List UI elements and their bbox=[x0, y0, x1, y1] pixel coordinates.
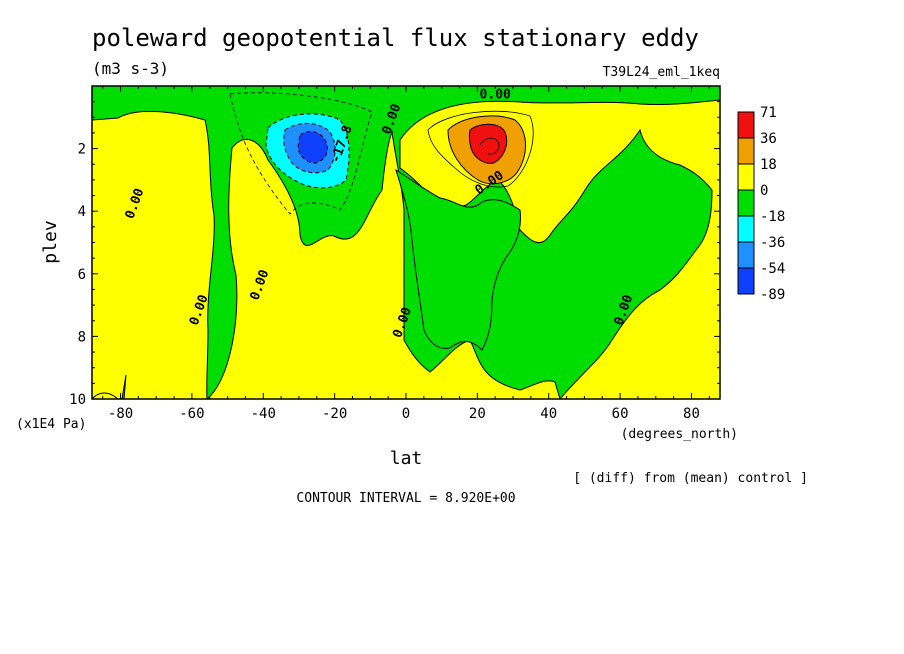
colorbar-label: -18 bbox=[760, 209, 785, 225]
colorbar: 71 36 18 0 -18 -36 -54 -89 bbox=[737, 105, 785, 303]
y-axis: 2 4 6 8 10 bbox=[69, 101, 720, 408]
y-tick-label: 4 bbox=[78, 204, 86, 220]
y-tick-label: 2 bbox=[78, 142, 86, 158]
y-tick-label: 8 bbox=[78, 329, 86, 345]
x-tick-label: -60 bbox=[179, 406, 204, 422]
diff-note: [ (diff) from (mean) control ] bbox=[573, 471, 808, 486]
plot-field bbox=[92, 86, 720, 399]
x-tick-label: 20 bbox=[469, 406, 486, 422]
chart-title: poleward geopotential flux stationary ed… bbox=[92, 24, 699, 52]
y-tick-label: 6 bbox=[78, 267, 86, 283]
contour-interval: CONTOUR INTERVAL = 8.920E+00 bbox=[296, 491, 515, 506]
chart-units: (m3 s-3) bbox=[92, 59, 169, 78]
colorbar-label: -54 bbox=[760, 261, 785, 277]
colorbar-label: -89 bbox=[760, 287, 785, 303]
y-axis-units: (x1E4 Pa) bbox=[16, 417, 86, 432]
x-tick-label: -20 bbox=[322, 406, 347, 422]
x-tick-label: -40 bbox=[251, 406, 276, 422]
minimum-dashed-outer bbox=[229, 92, 373, 215]
maximum-band-inner bbox=[468, 123, 508, 164]
colorbar-label: -36 bbox=[760, 235, 785, 251]
colorbar-label: 71 bbox=[760, 105, 777, 121]
y-tick-label: 10 bbox=[69, 392, 86, 408]
x-axis-title: lat bbox=[390, 448, 423, 469]
colorbar-swatch bbox=[737, 241, 755, 269]
minimum-band-inner bbox=[297, 131, 328, 164]
x-axis-units: (degrees_north) bbox=[621, 427, 738, 442]
positive-region-west bbox=[92, 111, 215, 399]
x-tick-label: 80 bbox=[683, 406, 700, 422]
x-tick-label: 40 bbox=[540, 406, 557, 422]
colorbar-swatch bbox=[737, 215, 755, 243]
x-tick-label: -80 bbox=[108, 406, 133, 422]
maximum-inner-detail bbox=[479, 137, 500, 155]
colorbar-label: 0 bbox=[760, 183, 768, 199]
colorbar-swatch bbox=[737, 267, 755, 295]
contour-label: 0.00 bbox=[480, 88, 511, 103]
x-tick-label: 60 bbox=[612, 406, 629, 422]
maximum-thin-contour bbox=[427, 110, 534, 188]
colorbar-swatch bbox=[737, 189, 755, 217]
run-label: T39L24_eml_1keq bbox=[603, 65, 720, 80]
x-axis: -80 -60 -40 -20 0 20 40 60 80 bbox=[102, 86, 710, 422]
colorbar-swatch bbox=[737, 137, 755, 165]
negative-wedge-east bbox=[395, 168, 521, 351]
colorbar-swatch bbox=[737, 163, 755, 191]
y-axis-title: plev bbox=[40, 220, 61, 263]
colorbar-label: 36 bbox=[760, 131, 777, 147]
colorbar-swatch bbox=[737, 111, 755, 139]
colorbar-label: 18 bbox=[760, 157, 777, 173]
x-tick-label: 0 bbox=[402, 406, 410, 422]
